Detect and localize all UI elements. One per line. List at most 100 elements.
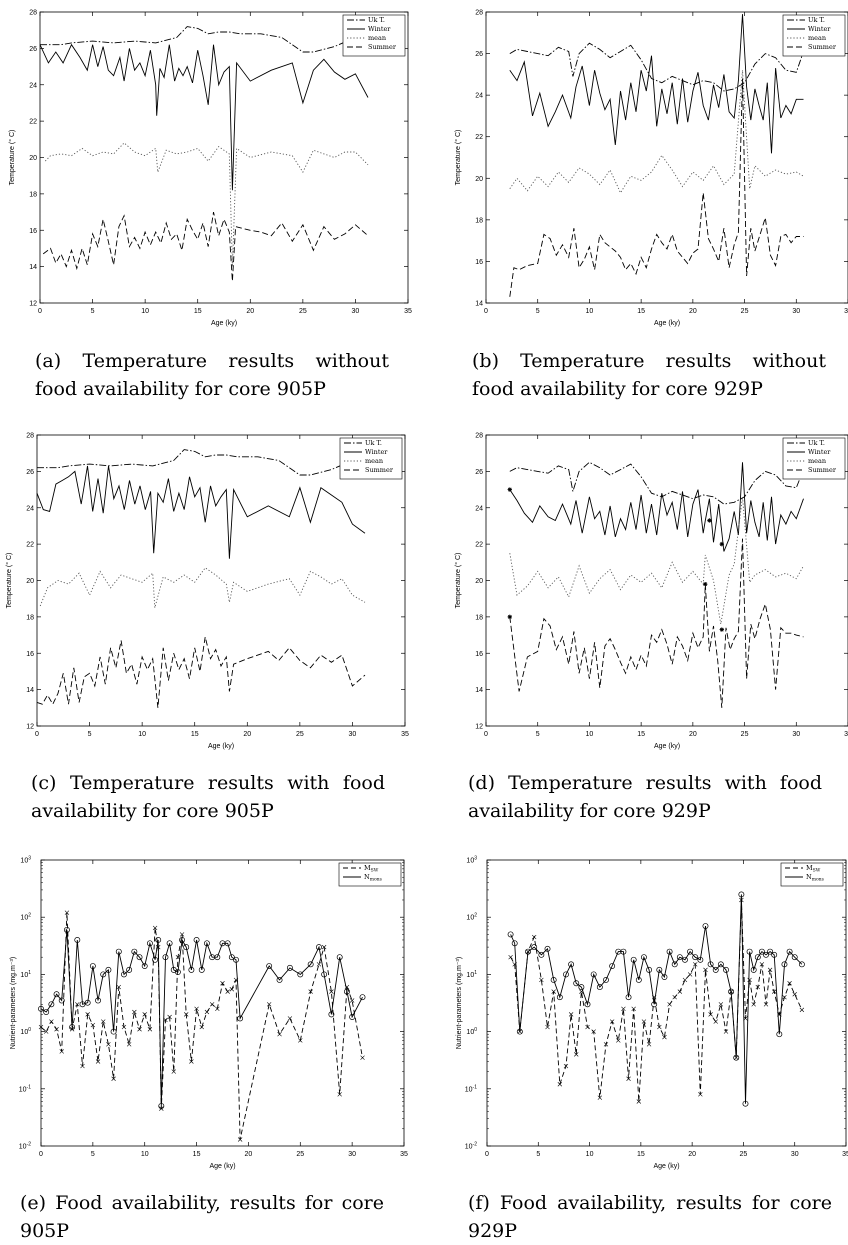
plot-frame [485,11,848,304]
x-tick-label: 30 [791,1151,799,1158]
y-tick-label: 10-2 [465,1142,477,1151]
x-tick-label: 0 [484,731,488,738]
data-point-o [666,948,673,955]
data-point-o [531,944,538,951]
x-tick-label: 35 [844,731,848,738]
data-point-o [188,966,195,973]
data-point-x [38,1024,44,1030]
series-line-mean [44,142,369,267]
data-point-o [158,1103,165,1109]
data-point-x [349,998,355,1003]
data-point-x [557,1082,563,1087]
data-point-o [110,1028,117,1035]
data-point-x [316,962,322,967]
data-point-x [763,1002,769,1007]
data-point-o [656,966,663,973]
y-tick-label: 18 [475,614,483,621]
y-tick-label: 18 [475,217,483,224]
data-point-o [635,976,642,983]
y-tick-label: 14 [26,687,34,694]
y-tick-label: 22 [475,134,483,141]
data-point-o [100,971,107,978]
data-point-o [702,923,709,930]
data-point-x [111,1076,116,1081]
data-point-x [723,1029,729,1034]
data-point-x [287,1016,293,1021]
series-line-summer [42,212,369,282]
data-point-o [786,948,793,955]
data-point-x [329,989,334,994]
data-point-x [215,1006,220,1012]
asterisk-marker [707,518,712,523]
data-point-o [43,1009,50,1015]
x-tick-label: 10 [141,1151,149,1158]
data-point-o [297,971,304,978]
asterisk-marker [507,614,512,620]
data-point-x [337,1092,342,1097]
data-point-o [750,966,757,973]
legend-label: Nmons [364,873,383,883]
legend-label: Winter [808,25,831,33]
data-point-x [95,1059,101,1064]
data-point-x [585,1024,590,1030]
x-tick-label: 15 [193,1151,201,1158]
data-point-x [121,1024,127,1030]
chart-axes: 0 5 10 15 20 25 30 35 14 16 18 20 22 24 26 28 Age (ky) Te… [454,10,848,327]
chart-axes: 0 5 10 15 20 25 30 35 10-2 10-1 100 101 102 103 Age (k… [10,856,408,1171]
y-tick-label: 22 [29,119,37,126]
plot-frame [40,859,405,1147]
y-axis-label: Temperature (° C) [5,553,13,609]
y-tick-label: 14 [475,301,483,308]
y-tick-label: 103 [466,856,477,865]
y-tick-label: 100 [20,1027,31,1036]
data-point-o [776,1031,783,1038]
x-tick-label: 35 [404,308,412,315]
x-tick-label: 15 [637,308,645,315]
series-line-uk-t- [509,461,804,505]
data-point-o [682,956,688,963]
data-point-o [63,926,70,933]
data-point-x [755,984,761,990]
y-tick-label: 12 [26,724,34,731]
x-tick-label: 5 [536,1151,540,1158]
data-point-o [798,961,805,968]
legend-label: MSW [364,864,379,874]
y-tick-label: 26 [475,51,483,58]
y-axis-label: Nutrient-parameters (mg.m⁻³) [456,957,463,1049]
data-point-x [662,1034,667,1040]
y-tick-label: 24 [475,505,483,512]
series-line-mean [509,70,804,194]
y-tick-label: 101 [20,970,31,979]
y-tick-label: 20 [475,578,483,585]
data-point-o [568,961,575,968]
x-tick-label: 10 [586,308,594,315]
data-point-x [49,1019,54,1024]
x-tick-label: 5 [91,1151,95,1158]
data-point-o [162,954,169,961]
data-point-x [147,1027,153,1032]
data-point-o [349,1014,356,1020]
x-tick-label: 20 [243,731,251,738]
legend-label: Uk T. [368,16,385,24]
data-point-o [146,940,153,947]
x-tick-label: 25 [299,308,307,315]
data-point-x [568,1012,574,1017]
x-axis-label: Age (ky) [209,1163,235,1170]
y-tick-label: 14 [29,264,37,271]
x-axis-label: Age (ky) [208,743,234,750]
chart-d: 0 5 10 15 20 25 30 35 12 14 16 18 20 22 24 26 28 Age (ky)… [454,433,848,750]
data-point-x [531,934,537,940]
y-tick-label: 20 [26,578,34,585]
x-tick-label: 30 [792,308,800,315]
x-tick-label: 20 [245,1151,253,1158]
chart-a: 0 5 10 15 20 25 30 35 12 14 16 18 20 22 24 26 28 Age (ky)… [8,10,412,328]
chart-axes: 0 5 10 15 20 25 30 35 10-2 10-1 100 101 102 103 Age (k… [456,856,848,1171]
data-point-o [179,937,186,943]
data-point-o [573,980,580,987]
y-tick-label: 22 [475,542,483,549]
data-point-o [630,956,637,963]
x-tick-label: 30 [348,1151,356,1158]
data-point-x [693,962,698,967]
data-point-x [167,1014,172,1020]
